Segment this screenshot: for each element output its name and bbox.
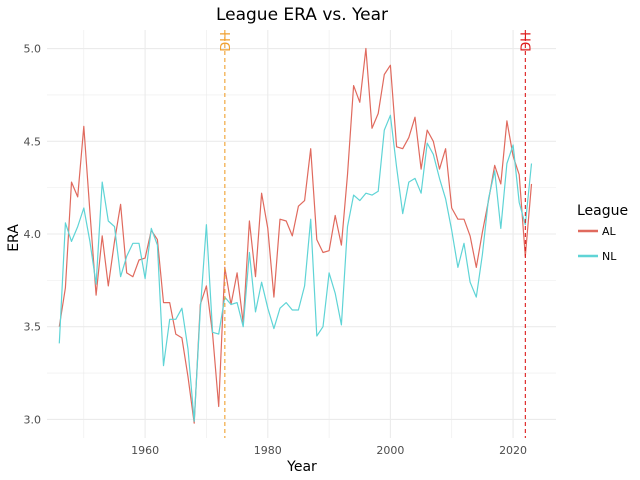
x-tick-label: 1960 bbox=[131, 444, 159, 457]
dh-reference-lines: DH DH bbox=[219, 30, 534, 438]
x-tick-label: 1980 bbox=[254, 444, 282, 457]
dh-label-1: DH bbox=[519, 32, 534, 52]
chart-title: League ERA vs. Year bbox=[216, 5, 388, 25]
series-line-al bbox=[58, 47, 533, 424]
x-tick-label: 2000 bbox=[376, 444, 404, 457]
legend: League AL NL bbox=[577, 203, 628, 263]
y-tick-label: 3.5 bbox=[24, 321, 42, 334]
dh-label-0: DH bbox=[219, 32, 234, 52]
y-tick-label: 3.0 bbox=[24, 413, 42, 426]
tick-labels: 1960 1980 2000 2020 3.0 3.5 4.0 4.5 5.0 bbox=[24, 43, 528, 457]
grid-lines bbox=[47, 30, 556, 438]
legend-title: League bbox=[577, 203, 628, 219]
y-tick-label: 5.0 bbox=[24, 43, 42, 56]
y-tick-label: 4.0 bbox=[24, 228, 42, 241]
x-axis-title: Year bbox=[286, 459, 317, 475]
y-axis-title: ERA bbox=[6, 224, 22, 252]
legend-label-nl: NL bbox=[602, 250, 617, 263]
series-lines bbox=[58, 47, 533, 424]
legend-label-al: AL bbox=[602, 225, 617, 238]
y-tick-label: 4.5 bbox=[24, 135, 42, 148]
x-tick-label: 2020 bbox=[499, 444, 527, 457]
series-line-nl bbox=[58, 114, 533, 422]
